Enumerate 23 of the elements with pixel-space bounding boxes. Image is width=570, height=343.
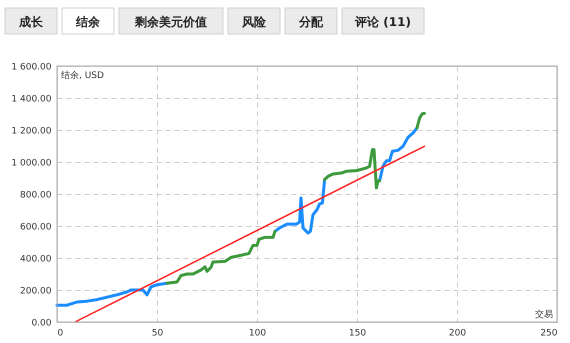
text: 风险 [241, 15, 267, 29]
text: 评论 (11) [354, 15, 411, 29]
y-axis-title: 结余, USD [61, 70, 104, 81]
x-axis-title: 交易 [535, 309, 553, 320]
y-tick-label: 0.00 [31, 318, 52, 328]
y-tick-label: 1 400.00 [11, 94, 52, 104]
x-tick-label: 0 [58, 328, 64, 338]
y-tick-label: 600.00 [20, 222, 52, 232]
x-tick-label: 150 [348, 328, 366, 338]
y-tick-label: 1 600.00 [11, 62, 52, 72]
text: 结余 [75, 15, 101, 29]
y-tick-label: 400.00 [20, 254, 52, 264]
text: 剩余美元价值 [134, 15, 207, 29]
y-tick-label: 1 000.00 [11, 158, 52, 168]
x-tick-label: 250 [540, 328, 558, 338]
x-tick-label: 200 [448, 328, 466, 338]
y-tick-label: 1 200.00 [11, 126, 52, 136]
x-tick-label: 100 [248, 328, 266, 338]
text: 成长 [18, 15, 44, 29]
text: 分配 [298, 15, 324, 29]
y-tick-label: 200.00 [20, 286, 52, 296]
y-tick-label: 800.00 [20, 190, 52, 200]
x-tick-label: 50 [152, 328, 164, 338]
